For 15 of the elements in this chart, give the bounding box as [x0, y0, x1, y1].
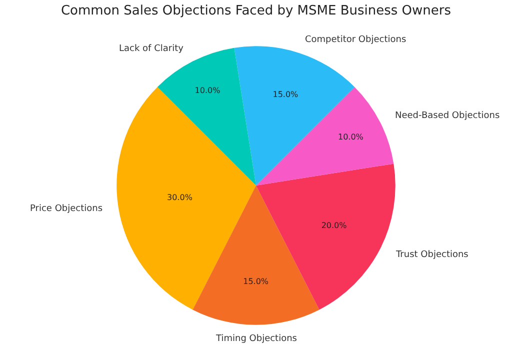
chart-title: Common Sales Objections Faced by MSME Business Owners — [60, 3, 452, 18]
data-label: 10.0% — [194, 86, 221, 96]
data-label: 10.0% — [338, 132, 364, 142]
pie-slice — [256, 86, 394, 186]
data-label: 15.0% — [243, 276, 269, 286]
data-label: 20.0% — [321, 220, 348, 230]
slice-label: Competitor Objections — [305, 35, 406, 45]
data-label: 30.0% — [166, 193, 193, 202]
slice-label: Trust Objections — [395, 250, 469, 260]
pie-slice — [192, 186, 320, 325]
slice-label: Need-Based Objections — [395, 111, 500, 121]
data-label: 15.0% — [272, 90, 299, 99]
slice-label: Timing Objections — [215, 334, 298, 344]
slice-label: Price Objections — [30, 204, 103, 214]
slice-label: Lack of Clarity — [119, 44, 184, 54]
